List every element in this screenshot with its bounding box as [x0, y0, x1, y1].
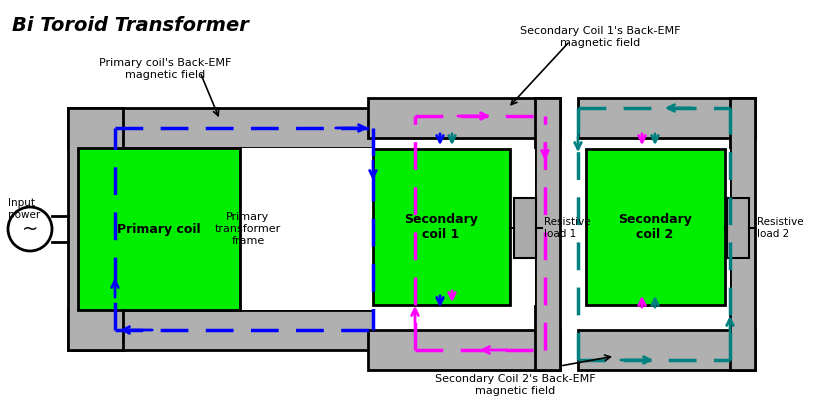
Bar [373, 149, 510, 305]
Text: Input
power: Input power [8, 198, 40, 220]
Text: Secondary
coil 1: Secondary coil 1 [404, 213, 478, 241]
Text: Secondary Coil 1's Back-EMF
magnetic field: Secondary Coil 1's Back-EMF magnetic fie… [520, 26, 681, 47]
Bar [578, 98, 755, 138]
Bar [535, 98, 560, 370]
Text: Primary coil's Back-EMF
magnetic field: Primary coil's Back-EMF magnetic field [99, 58, 231, 79]
Bar [393, 149, 535, 305]
Bar [586, 149, 725, 305]
Text: Resistive
load 2: Resistive load 2 [757, 217, 804, 239]
Text: Resistive
load 1: Resistive load 1 [544, 217, 591, 239]
Bar [68, 108, 373, 148]
Text: Bi Toroid Transformer: Bi Toroid Transformer [12, 16, 249, 35]
Bar [514, 198, 536, 258]
Bar [368, 330, 560, 370]
Bar [78, 148, 240, 310]
Text: ~: ~ [22, 220, 38, 238]
Bar [68, 108, 123, 350]
Bar [68, 310, 373, 350]
Bar [123, 148, 373, 310]
Bar [368, 98, 560, 138]
Bar [727, 198, 749, 258]
Text: Secondary Coil 2's Back-EMF
magnetic field: Secondary Coil 2's Back-EMF magnetic fie… [435, 374, 596, 396]
Bar [603, 149, 730, 305]
Bar [578, 330, 755, 370]
Text: Secondary
coil 2: Secondary coil 2 [618, 213, 692, 241]
Text: Primary coil: Primary coil [117, 223, 201, 235]
Bar [730, 98, 755, 370]
Text: Primary
transformer
frame: Primary transformer frame [215, 213, 281, 245]
